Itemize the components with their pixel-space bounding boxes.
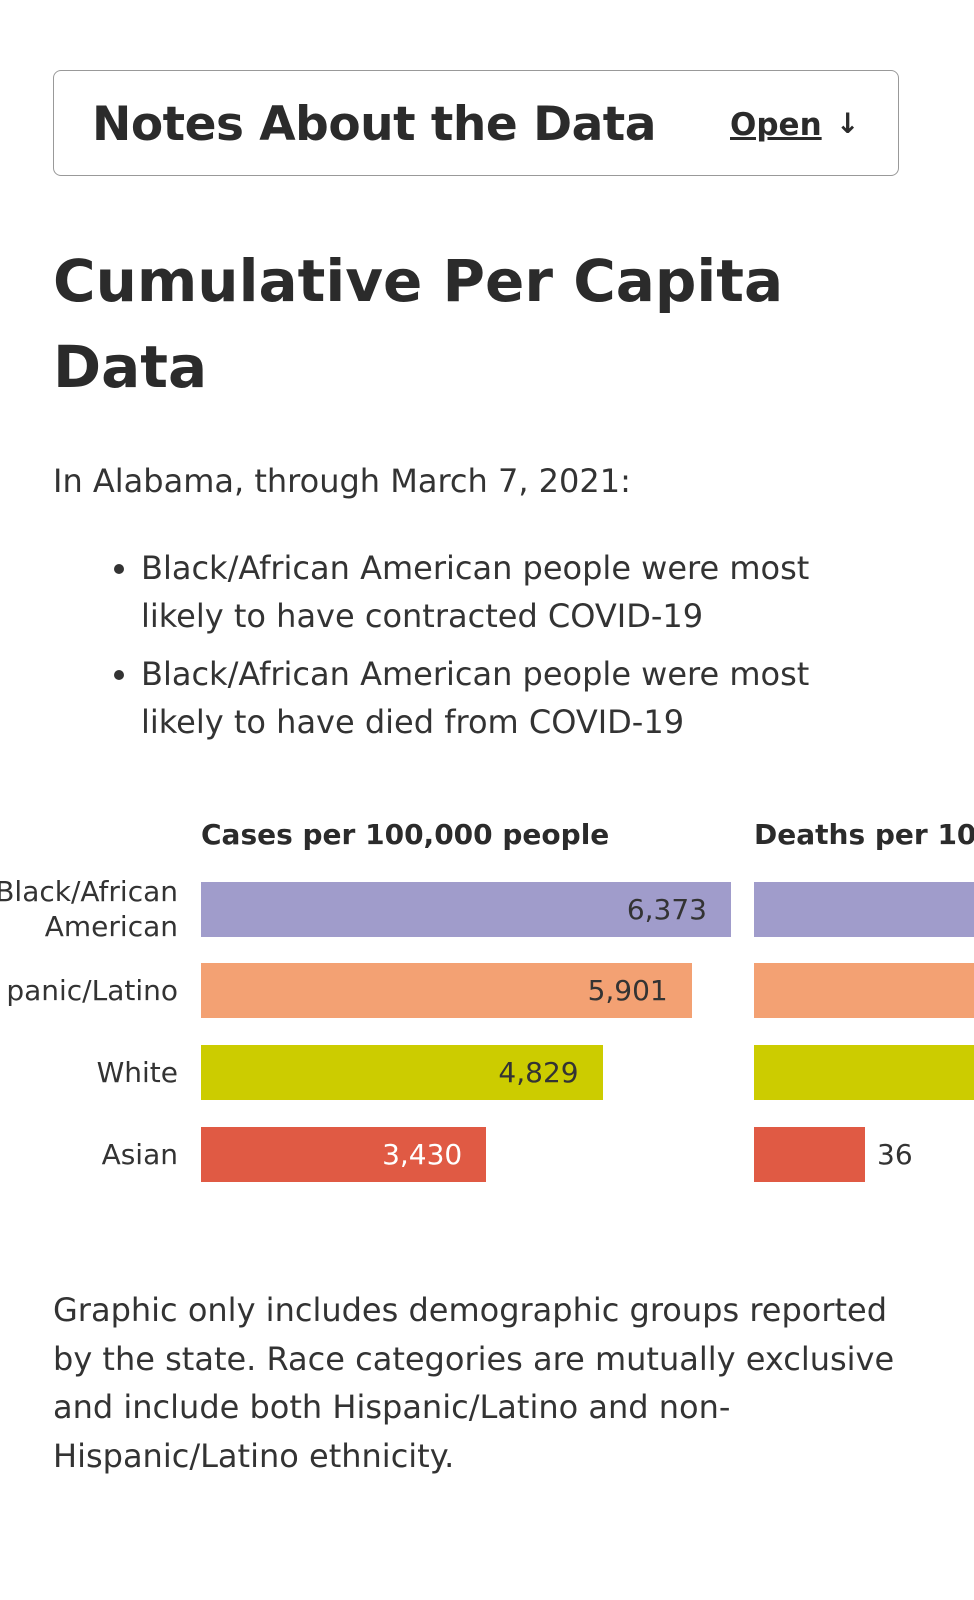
category-label: panic/Latino: [6, 973, 178, 1007]
deaths-bar: [754, 882, 974, 937]
findings-list: Black/African American people were most …: [53, 544, 901, 756]
finding-item: Black/African American people were most …: [141, 650, 901, 746]
cases-value-label: 3,430: [382, 1138, 463, 1171]
cases-bar: [201, 963, 692, 1018]
notes-open-link[interactable]: Open: [730, 107, 822, 143]
cases-bar: [201, 1127, 487, 1182]
page-title: Cumulative Per Capita Data: [53, 247, 784, 401]
notes-about-data-panel[interactable]: Notes About the Data Open ↓: [53, 70, 899, 176]
per-capita-bar-chart: Cases per 100,000 people Deaths per 10 B…: [0, 800, 974, 1200]
cases-value-label: 4,829: [498, 1056, 579, 1089]
cases-bar: [201, 882, 731, 937]
deaths-series-header: Deaths per 10: [754, 818, 974, 851]
category-label: White: [96, 1055, 178, 1089]
deaths-bar: [754, 1045, 974, 1100]
intro-text: In Alabama, through March 7, 2021:: [53, 462, 631, 500]
category-label: Black/African American: [0, 875, 178, 943]
deaths-value-label: 36: [877, 1138, 913, 1171]
cases-value-label: 6,373: [626, 893, 707, 926]
deaths-bar: [754, 963, 974, 1018]
cases-value-label: 5,901: [587, 974, 668, 1007]
notes-title: Notes About the Data: [92, 97, 656, 152]
arrow-down-icon[interactable]: ↓: [836, 107, 860, 140]
cases-bar: [201, 1045, 603, 1100]
category-label: Asian: [101, 1137, 178, 1171]
deaths-bar: [754, 1127, 865, 1182]
footnote: Graphic only includes demographic groups…: [53, 1291, 895, 1475]
cases-series-header: Cases per 100,000 people: [201, 818, 610, 851]
finding-item: Black/African American people were most …: [141, 544, 901, 640]
